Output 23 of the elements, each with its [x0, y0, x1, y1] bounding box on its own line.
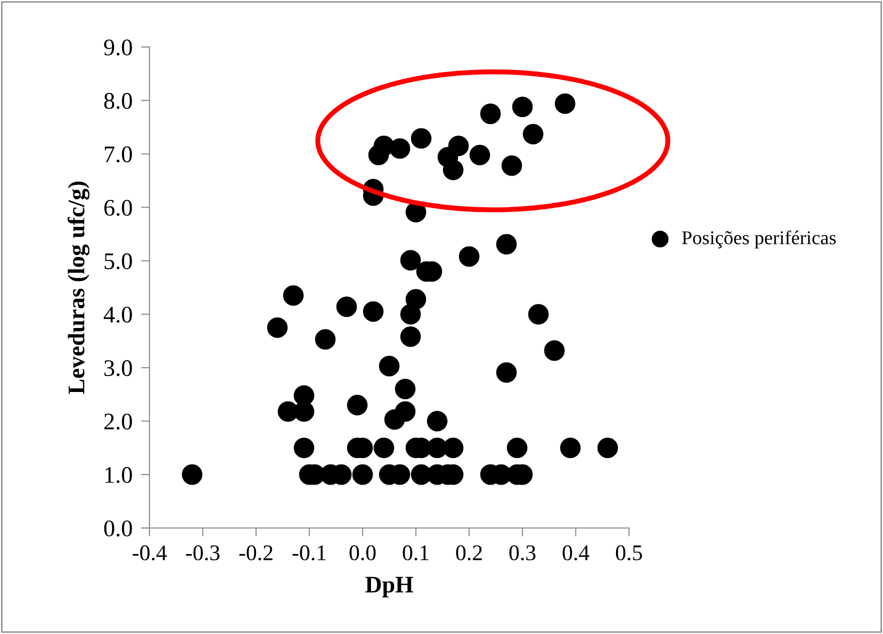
x-tick-label: 0.2: [456, 545, 482, 560]
y-tick-label: 4.0: [104, 306, 132, 323]
y-tick-label: 6.0: [104, 200, 132, 216]
x-tick-label: 0.5: [616, 545, 642, 560]
x-tick-label: -0.4: [132, 545, 167, 560]
x-tick-label: 0.3: [509, 545, 536, 560]
y-tick-label: 8.0: [104, 92, 132, 109]
y-tick-label: 2.0: [104, 414, 132, 430]
x-axis-title: DpH: [365, 576, 414, 598]
x-tick-label: -0.2: [239, 545, 272, 560]
y-tick-label: 1.0: [105, 467, 132, 484]
y-axis-title: Leveduras (log ufc/g): [68, 182, 90, 394]
y-tick-label: 7.0: [104, 146, 132, 162]
legend-label: Posições periféricas: [682, 230, 836, 248]
x-tick-label: 0.4: [562, 545, 590, 560]
y-tick-label: 0.0: [104, 520, 132, 537]
x-tick-label: -0.1: [292, 545, 326, 560]
y-tick-label: 5.0: [104, 253, 132, 270]
x-tick-label: -0.3: [186, 545, 220, 560]
y-tick-label: 9.0: [104, 39, 132, 56]
x-tick-label: 0.0: [350, 545, 376, 560]
y-tick-label: 3.0: [104, 360, 132, 376]
x-tick-label: 0.1: [402, 545, 428, 560]
